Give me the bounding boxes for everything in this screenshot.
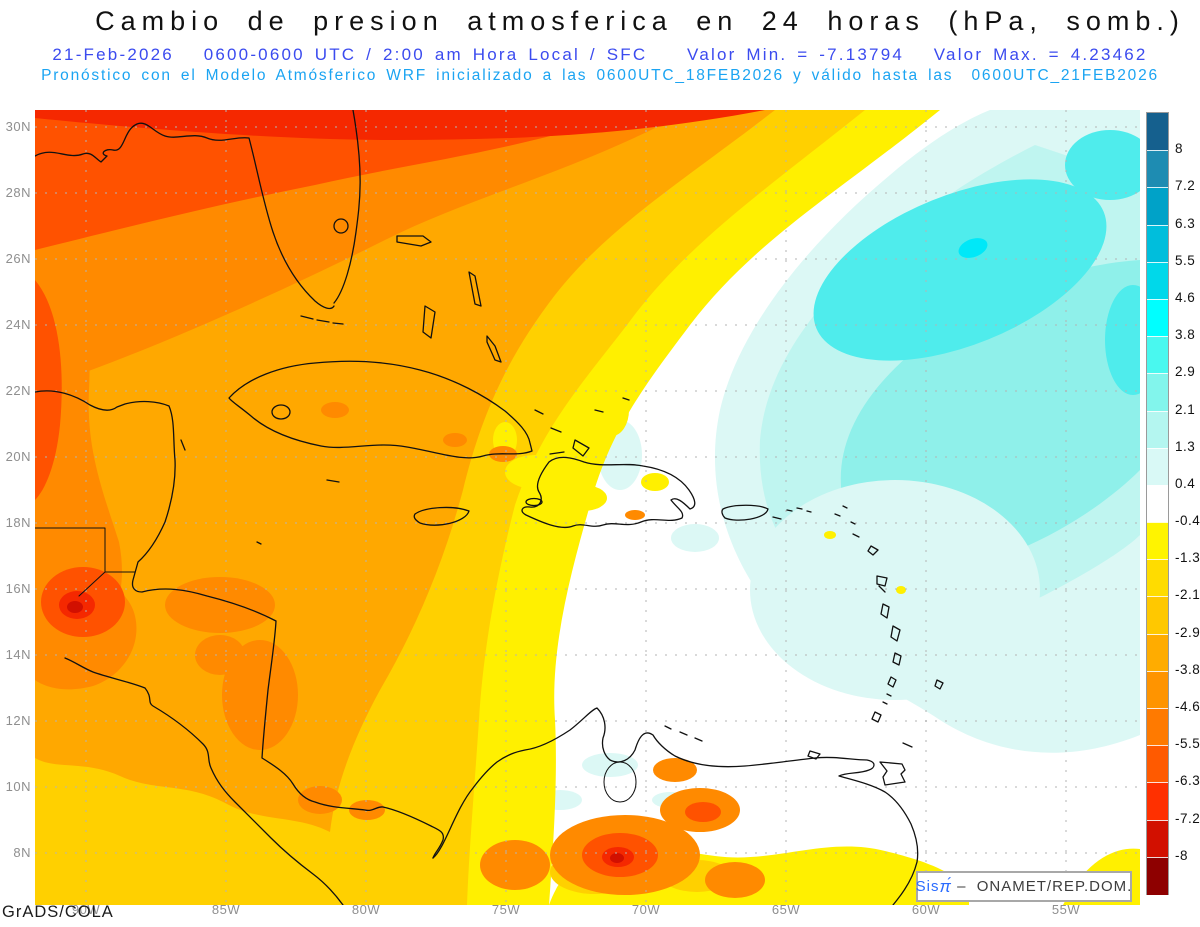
lat-tick-label: 22N — [5, 383, 31, 398]
colorbar-tick-label: 3.8 — [1175, 327, 1196, 343]
lat-tick-label: 20N — [5, 449, 31, 464]
colorbar-tick-label: -6.3 — [1175, 773, 1200, 789]
colorbar-tick-label: -3.8 — [1175, 661, 1200, 677]
colorbar-cell — [1147, 857, 1168, 895]
colorbar-cell — [1147, 485, 1168, 523]
colorbar — [1146, 112, 1169, 895]
colorbar-cell — [1147, 448, 1168, 486]
colorbar-cell — [1147, 782, 1168, 821]
colorbar-cell — [1147, 708, 1168, 746]
lon-tick-label: 70W — [631, 902, 661, 917]
chart-subtitle-model: Pronóstico con el Modelo Atmósferico WRF… — [41, 67, 1159, 84]
colorbar-cell — [1147, 336, 1168, 374]
lon-tick-label: 85W — [211, 902, 241, 917]
colorbar-tick-label: 0.4 — [1175, 475, 1196, 491]
lat-tick-label: 8N — [13, 845, 31, 860]
badge-org: ONAMET/REP.DOM. — [976, 878, 1133, 895]
badge-separator: – — [951, 878, 977, 895]
colorbar-tick-label: 1.3 — [1175, 438, 1196, 454]
lat-tick-label: 14N — [5, 647, 31, 662]
colorbar-cell — [1147, 820, 1168, 858]
badge-pi-logo: π́ — [939, 876, 952, 896]
colorbar-tick-label: 2.1 — [1175, 401, 1196, 417]
grads-credit: GrADS/COLA — [2, 903, 114, 921]
colorbar-cell — [1147, 262, 1168, 300]
colorbar-tick-label: -0.4 — [1175, 513, 1200, 529]
colorbar-tick-label: 2.9 — [1175, 364, 1196, 380]
lat-tick-label: 24N — [5, 317, 31, 332]
lat-tick-label: 26N — [5, 251, 31, 266]
lat-tick-label: 16N — [5, 581, 31, 596]
colorbar-tick-label: 4.6 — [1175, 289, 1196, 305]
colorbar-tick-label: -7.2 — [1175, 810, 1200, 826]
colorbar-tick-label: -1.3 — [1175, 550, 1200, 566]
colorbar-cell — [1147, 559, 1168, 597]
graticule-gridlines — [35, 110, 1140, 905]
colorbar-tick-label: 7.2 — [1175, 178, 1196, 194]
colorbar-tick-label: -4.6 — [1175, 699, 1200, 715]
lon-tick-label: 60W — [911, 902, 941, 917]
lon-tick-label: 90W — [71, 902, 101, 917]
colorbar-tick-label: -8 — [1175, 847, 1189, 863]
colorbar-tick-label: 8 — [1175, 141, 1184, 157]
chart-title: Cambio de presion atmosferica en 24 hora… — [95, 6, 1185, 36]
colorbar-tick-label: 6.3 — [1175, 215, 1196, 231]
lat-tick-label: 12N — [5, 713, 31, 728]
map-canvas — [35, 110, 1140, 905]
coastlines — [35, 110, 944, 905]
lat-tick-label: 28N — [5, 185, 31, 200]
lon-tick-label: 65W — [771, 902, 801, 917]
colorbar-tick-label: -5.5 — [1175, 736, 1200, 752]
colorbar-cell — [1147, 225, 1168, 263]
colorbar-cell — [1147, 113, 1168, 150]
lat-tick-label: 18N — [5, 515, 31, 530]
onamet-badge: Sis π́ – ONAMET/REP.DOM. — [916, 871, 1132, 902]
lat-tick-label: 10N — [5, 779, 31, 794]
colorbar-tick-label: 5.5 — [1175, 252, 1196, 268]
colorbar-cell — [1147, 373, 1168, 412]
colorbar-cell — [1147, 671, 1168, 709]
colorbar-cell — [1147, 187, 1168, 226]
colorbar-cell — [1147, 522, 1168, 560]
colorbar-cell — [1147, 634, 1168, 672]
lat-tick-label: 30N — [5, 119, 31, 134]
colorbar-cell — [1147, 745, 1168, 783]
colorbar-tick-label: -2.1 — [1175, 587, 1200, 603]
chart-subtitle-validity: 21-Feb-2026 0600-0600 UTC / 2:00 am Hora… — [52, 45, 1148, 64]
colorbar-cell — [1147, 596, 1168, 635]
lon-tick-label: 55W — [1051, 902, 1081, 917]
pressure-field — [35, 110, 1140, 905]
colorbar-cell — [1147, 299, 1168, 337]
colorbar-tick-label: -2.9 — [1175, 624, 1200, 640]
lon-tick-label: 75W — [491, 902, 521, 917]
colorbar-cell — [1147, 411, 1168, 449]
lon-tick-label: 80W — [351, 902, 381, 917]
badge-brand: Sis — [915, 878, 940, 895]
colorbar-cell — [1147, 150, 1168, 188]
